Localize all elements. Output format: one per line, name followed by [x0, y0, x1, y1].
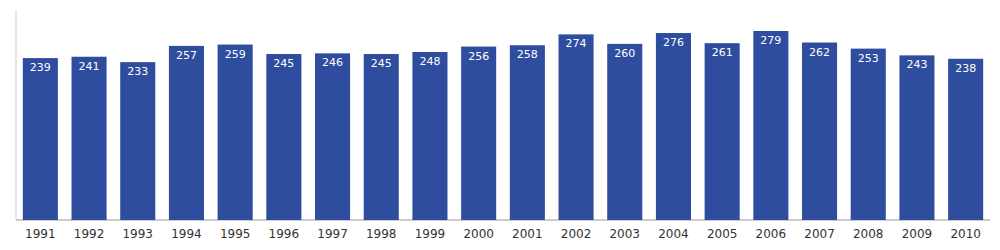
x-tick-label: 1999	[415, 227, 446, 241]
data-label: 248	[419, 55, 440, 68]
data-label: 243	[906, 58, 927, 71]
bar	[23, 58, 58, 220]
x-tick-label: 2010	[950, 227, 981, 241]
data-label: 245	[371, 57, 392, 70]
bar	[802, 43, 837, 220]
bar	[559, 34, 594, 220]
data-label: 241	[79, 60, 100, 73]
bar	[315, 53, 350, 220]
data-label: 257	[176, 49, 197, 62]
x-tick-label: 1998	[366, 227, 397, 241]
data-label: 256	[468, 50, 489, 63]
data-label: 245	[273, 57, 294, 70]
x-tick-label: 2005	[707, 227, 738, 241]
y-axis-line	[16, 10, 17, 220]
x-axis-line	[16, 220, 990, 221]
data-label: 253	[858, 52, 879, 65]
bar	[218, 45, 253, 220]
bar	[851, 49, 886, 220]
bar	[510, 45, 545, 220]
data-label: 258	[517, 48, 538, 61]
x-tick-label: 2008	[853, 227, 884, 241]
x-tick-label: 1993	[122, 227, 153, 241]
x-tick-label: 1992	[74, 227, 105, 241]
x-tick-label: 2007	[804, 227, 835, 241]
data-label: 262	[809, 46, 830, 59]
bars	[23, 31, 983, 220]
bar	[899, 55, 934, 220]
bar	[607, 44, 642, 220]
bar	[120, 62, 155, 220]
chart: 239 241 233 257 259 245 246 245 248 256 258 274 260 2…	[0, 0, 1000, 250]
data-label: 276	[663, 36, 684, 49]
data-label: 246	[322, 56, 343, 69]
data-labels: 239 241 233 257 259 245 246 245 248 256 258 274 260 2…	[30, 34, 976, 78]
bar	[412, 52, 447, 220]
x-tick-label: 1996	[269, 227, 300, 241]
x-tick-labels: 1991 1992 1993 1994 1995 1996 1997 1998 1999 2000…	[25, 227, 981, 241]
data-label: 274	[566, 37, 587, 50]
data-label: 238	[955, 62, 976, 75]
bar	[656, 33, 691, 220]
x-tick-label: 2009	[902, 227, 933, 241]
bar	[705, 43, 740, 220]
bar	[461, 47, 496, 220]
x-tick-label: 2002	[561, 227, 592, 241]
bar	[266, 54, 301, 220]
data-label: 259	[225, 48, 246, 61]
x-tick-label: 2006	[756, 227, 787, 241]
x-tick-label: 2003	[609, 227, 640, 241]
x-tick-label: 1994	[171, 227, 202, 241]
x-tick-label: 1997	[317, 227, 348, 241]
bar	[72, 57, 107, 220]
bar	[753, 31, 788, 220]
x-tick-label: 2001	[512, 227, 543, 241]
x-tick-label: 2000	[463, 227, 494, 241]
bar	[364, 54, 399, 220]
chart-container: 239 241 233 257 259 245 246 245 248 256 258 274 260 2…	[0, 0, 1000, 250]
x-tick-label: 2004	[658, 227, 689, 241]
bar	[948, 59, 983, 220]
data-label: 239	[30, 61, 51, 74]
bar	[169, 46, 204, 220]
x-tick-label: 1995	[220, 227, 251, 241]
data-label: 233	[127, 65, 148, 78]
data-label: 260	[614, 47, 635, 60]
data-label: 261	[712, 46, 733, 59]
x-tick-label: 1991	[25, 227, 56, 241]
data-label: 279	[760, 34, 781, 47]
